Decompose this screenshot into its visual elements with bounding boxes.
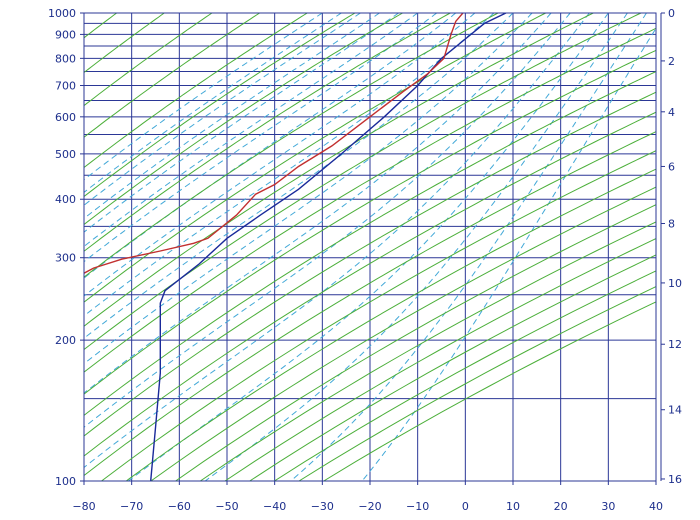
dry-adiabat	[84, 13, 165, 74]
pressure-tick-label: 700	[55, 79, 76, 92]
dry-adiabat	[84, 13, 594, 327]
x-tick-label: 20	[554, 500, 568, 513]
pressure-tick-label: 500	[55, 148, 76, 161]
pressure-tick-label: 100	[55, 475, 76, 488]
x-tick-label: −10	[406, 500, 429, 513]
pressure-tick-label: 900	[55, 28, 76, 41]
height-tick-label: 10	[668, 277, 682, 290]
dry-adiabat	[84, 13, 403, 226]
dry-adiabat	[84, 49, 656, 395]
x-tick-label: 40	[649, 500, 663, 513]
x-tick-label: 30	[601, 500, 615, 513]
dry-adiabat	[84, 91, 656, 437]
moist-adiabat	[84, 13, 571, 428]
pressure-tick-label: 1000	[48, 7, 76, 20]
moist-adiabat	[84, 13, 476, 297]
moist-adiabat	[290, 13, 647, 481]
dry-adiabat	[84, 13, 213, 107]
moist-adiabat	[361, 27, 656, 481]
dry-adiabat	[84, 13, 642, 351]
moist-adiabat	[84, 13, 323, 181]
x-tick-label: −40	[263, 500, 286, 513]
pressure-tick-label: 400	[55, 193, 76, 206]
dry-adiabat	[224, 237, 656, 481]
dry-adiabat	[84, 27, 656, 373]
dry-adiabat	[200, 221, 656, 481]
moist-adiabat	[128, 13, 609, 481]
height-tick-label: 14	[668, 404, 682, 417]
height-tick-label: 8	[668, 217, 675, 230]
pressure-tick-label: 600	[55, 111, 76, 124]
moist-adiabat	[84, 13, 361, 206]
dry-adiabats	[84, 13, 656, 481]
x-tick-label: 0	[462, 500, 469, 513]
dry-adiabat	[101, 150, 656, 481]
dry-adiabat	[84, 13, 451, 252]
pressure-tick-label: 800	[55, 52, 76, 65]
moist-adiabat	[204, 13, 628, 481]
x-tick-label: −50	[215, 500, 238, 513]
x-tick-label: −30	[311, 500, 334, 513]
moist-adiabat	[84, 13, 552, 394]
dry-adiabat	[84, 131, 656, 477]
x-tick-label: −20	[358, 500, 381, 513]
dry-adiabat	[84, 13, 260, 138]
dry-adiabat	[84, 13, 356, 198]
x-tick-label: −60	[168, 500, 191, 513]
dry-adiabat	[274, 270, 656, 481]
dry-adiabat	[84, 13, 499, 278]
moist-adiabat	[84, 13, 533, 365]
x-tick-label: −70	[120, 500, 143, 513]
dewpoint-line	[84, 13, 464, 274]
adiabat-lines	[84, 13, 656, 481]
dry-adiabat	[84, 111, 656, 457]
height-tick-label: 6	[668, 160, 675, 173]
dry-adiabat	[84, 13, 308, 169]
dry-adiabat	[84, 70, 656, 416]
temperature-line	[150, 13, 507, 481]
pressure-tick-label: 200	[55, 334, 76, 347]
x-tick-label: −80	[72, 500, 95, 513]
pressure-tick-label: 300	[55, 252, 76, 265]
dry-adiabat	[175, 204, 656, 481]
dry-adiabat	[298, 286, 656, 481]
tick-labels: −80 −70 −60 −50 −40 −30 −20 −10 0 10 20 30 401002003…	[48, 7, 682, 513]
height-tick-label: 2	[668, 55, 675, 68]
dry-adiabat	[125, 168, 656, 481]
moist-adiabat	[84, 13, 514, 339]
height-tick-label: 4	[668, 106, 675, 119]
height-tick-label: 0	[668, 7, 675, 20]
height-tick-label: 16	[668, 473, 682, 486]
dry-adiabat	[84, 13, 546, 303]
sounding-profiles	[84, 13, 507, 481]
moist-adiabat	[84, 13, 457, 279]
dry-adiabat	[249, 254, 656, 481]
x-tick-label: 10	[506, 500, 520, 513]
axes	[80, 12, 665, 485]
moist-adiabats	[84, 13, 656, 481]
height-tick-label: 12	[668, 338, 682, 351]
dry-adiabat	[150, 186, 656, 481]
moist-adiabat	[84, 13, 342, 193]
dry-adiabat	[323, 301, 656, 481]
